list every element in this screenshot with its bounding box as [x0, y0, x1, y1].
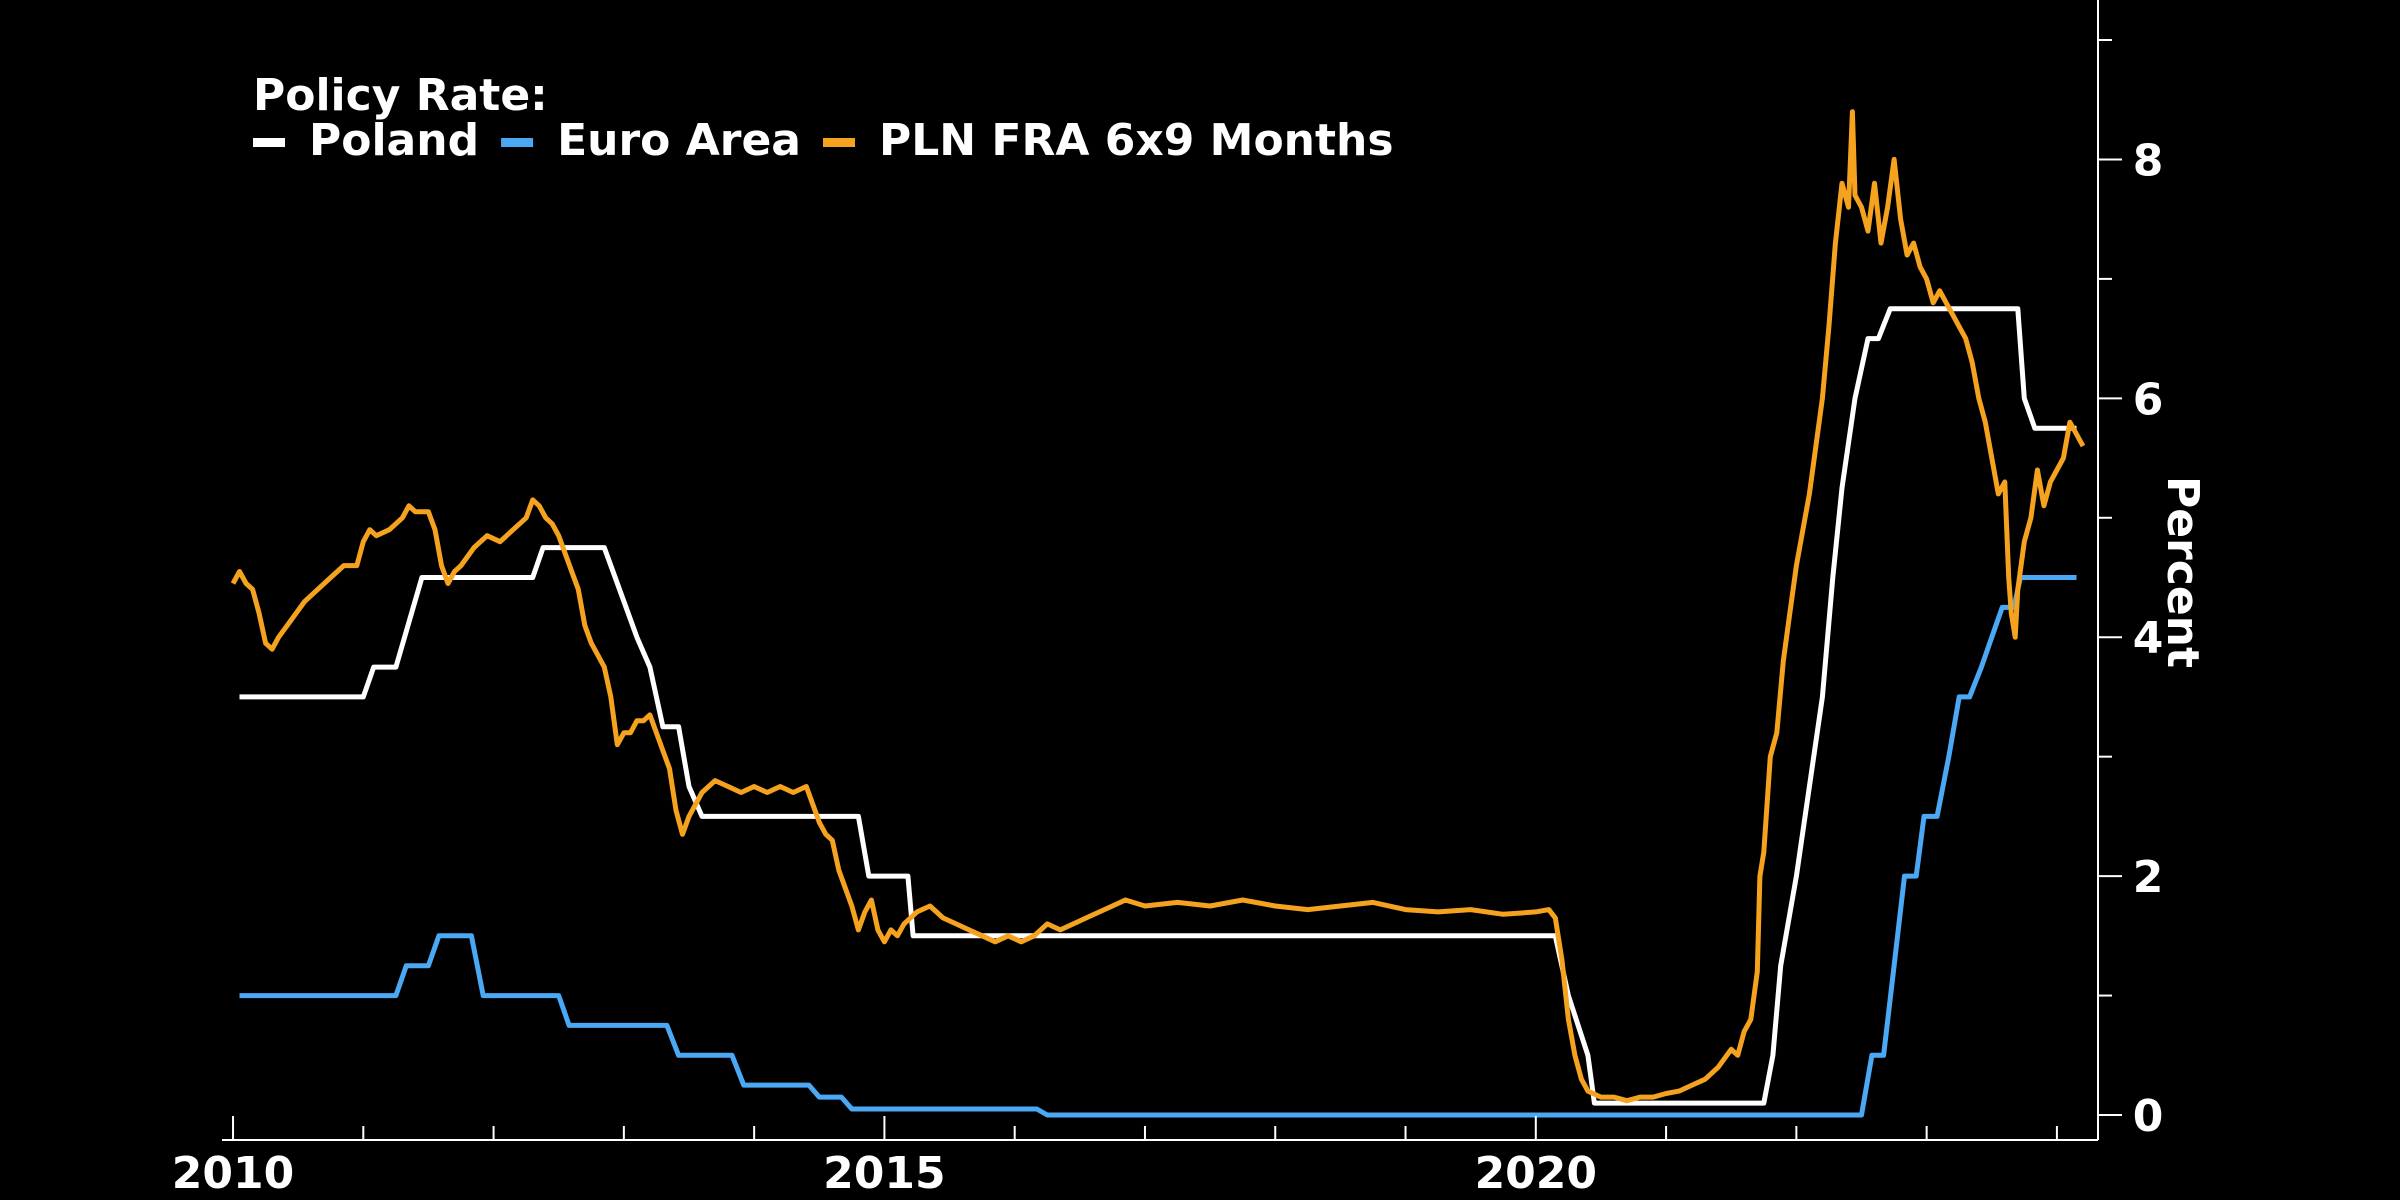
y-tick-label: 2 — [2133, 852, 2164, 903]
legend-swatch — [501, 138, 534, 147]
series-line-pln-fra-6x9-months — [230, 109, 2086, 1104]
series-line-poland — [239, 306, 2077, 1106]
series-layer — [230, 109, 2086, 1118]
y-tick-label: 6 — [2133, 374, 2164, 425]
x-tick-label: 2020 — [1475, 1148, 1597, 1199]
legend: Policy Rate: Poland Euro Area PLN FRA 6x9 … — [253, 70, 1394, 166]
x-axis-ticks: 2010 2015 2020 — [172, 1116, 2058, 1199]
legend-items: Poland Euro Area PLN FRA 6x9 Months — [253, 115, 1394, 166]
y-axis-label: Percent — [2157, 476, 2208, 668]
y-tick-label: 4 — [2133, 613, 2164, 664]
legend-swatch — [253, 138, 285, 147]
legend-swatch — [823, 138, 855, 147]
legend-label: PLN FRA 6x9 Months — [879, 115, 1394, 166]
y-tick-label: 0 — [2133, 1091, 2164, 1142]
x-tick-label: 2010 — [172, 1148, 294, 1199]
legend-label: Poland — [309, 115, 479, 166]
legend-title: Policy Rate: — [253, 70, 548, 121]
series-line-euro-area — [239, 575, 2077, 1118]
axis-layer: 2010 2015 2020 0 2 4 6 8 Percent — [172, 0, 2208, 1199]
legend-label: Euro Area — [557, 115, 801, 166]
y-axis-ticks: 0 2 4 6 8 — [2098, 39, 2164, 1142]
y-tick-label: 8 — [2133, 135, 2164, 186]
x-tick-label: 2015 — [823, 1148, 945, 1199]
